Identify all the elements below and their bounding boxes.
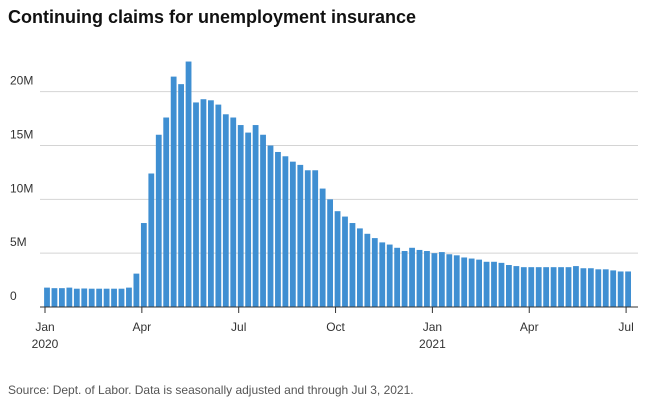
bar bbox=[170, 76, 177, 307]
bar bbox=[140, 223, 147, 307]
x-tick-label: Jan bbox=[35, 320, 54, 334]
bar bbox=[118, 288, 125, 307]
bar bbox=[446, 254, 453, 307]
x-tick-label: Jan bbox=[423, 320, 442, 334]
bar bbox=[468, 258, 475, 307]
bar bbox=[543, 267, 550, 307]
bar bbox=[73, 288, 80, 307]
bar bbox=[245, 132, 252, 307]
bar bbox=[587, 268, 594, 307]
bar bbox=[103, 288, 110, 307]
bar bbox=[483, 261, 490, 307]
bar bbox=[155, 134, 162, 307]
bar bbox=[424, 251, 430, 307]
bar bbox=[573, 266, 579, 307]
bar bbox=[342, 216, 348, 307]
y-tick-label: 20M bbox=[10, 74, 33, 88]
bar bbox=[51, 288, 58, 307]
bar bbox=[535, 267, 542, 307]
bar bbox=[431, 253, 438, 307]
bar bbox=[126, 287, 132, 307]
bar bbox=[111, 288, 117, 307]
bar bbox=[550, 267, 557, 307]
source-note: Source: Dept. of Labor. Data is seasonal… bbox=[8, 383, 414, 397]
bar bbox=[96, 288, 103, 307]
bar bbox=[44, 287, 50, 307]
x-tick-label: Oct bbox=[326, 320, 345, 334]
x-tick-label: Jul bbox=[618, 320, 633, 334]
x-year-label: 2020 bbox=[32, 337, 59, 351]
bar bbox=[595, 269, 602, 307]
bar bbox=[349, 223, 356, 307]
bar bbox=[289, 161, 296, 307]
bar bbox=[163, 117, 170, 307]
bar bbox=[506, 265, 512, 307]
bar bbox=[185, 61, 192, 308]
bar bbox=[513, 266, 520, 307]
bar bbox=[371, 238, 378, 307]
bar bbox=[409, 247, 415, 307]
chart-title: Continuing claims for unemployment insur… bbox=[8, 7, 416, 27]
bar bbox=[178, 84, 184, 307]
y-tick-label: 5M bbox=[10, 235, 27, 249]
bar bbox=[394, 247, 401, 307]
bar bbox=[237, 125, 244, 307]
bar bbox=[133, 273, 140, 307]
bar bbox=[230, 117, 237, 307]
bar bbox=[528, 267, 535, 307]
bar bbox=[364, 233, 371, 307]
bar bbox=[580, 268, 587, 307]
bar bbox=[498, 262, 505, 307]
bar bbox=[625, 271, 631, 307]
y-tick-label: 0 bbox=[10, 289, 17, 303]
bar bbox=[386, 244, 393, 307]
bar bbox=[520, 267, 527, 307]
bar bbox=[476, 259, 482, 307]
bar bbox=[327, 199, 333, 307]
bar bbox=[312, 170, 319, 307]
bar bbox=[438, 252, 445, 307]
bar bbox=[357, 228, 363, 307]
bar bbox=[304, 170, 311, 307]
bar bbox=[334, 211, 341, 307]
x-year-label: 2021 bbox=[419, 337, 446, 351]
bar bbox=[208, 100, 214, 308]
bar bbox=[267, 145, 274, 307]
x-tick-label: Jul bbox=[231, 320, 246, 334]
bar bbox=[81, 288, 88, 307]
bar bbox=[461, 257, 468, 307]
bar bbox=[66, 287, 73, 307]
bar bbox=[491, 261, 497, 307]
bar bbox=[401, 251, 408, 307]
y-tick-label: 10M bbox=[10, 181, 33, 195]
bar bbox=[88, 288, 95, 307]
bar bbox=[453, 255, 460, 307]
bar bbox=[252, 125, 259, 307]
bar bbox=[617, 271, 624, 307]
x-tick-label: Apr bbox=[133, 320, 152, 334]
bar bbox=[282, 156, 289, 307]
bar bbox=[602, 269, 609, 307]
y-tick-label: 15M bbox=[10, 128, 33, 142]
bar bbox=[200, 99, 207, 308]
bar bbox=[59, 288, 65, 307]
bar bbox=[416, 249, 423, 307]
bar bbox=[319, 188, 326, 307]
bar bbox=[148, 173, 155, 307]
bar bbox=[222, 114, 229, 307]
bar bbox=[565, 267, 572, 307]
bar bbox=[215, 104, 222, 307]
bar bbox=[260, 134, 266, 307]
bar bbox=[379, 242, 386, 307]
bar bbox=[275, 151, 281, 307]
bar bbox=[558, 267, 564, 307]
bar bbox=[297, 164, 304, 307]
x-tick-label: Apr bbox=[520, 320, 539, 334]
bar bbox=[610, 270, 617, 307]
bar bbox=[193, 102, 199, 307]
